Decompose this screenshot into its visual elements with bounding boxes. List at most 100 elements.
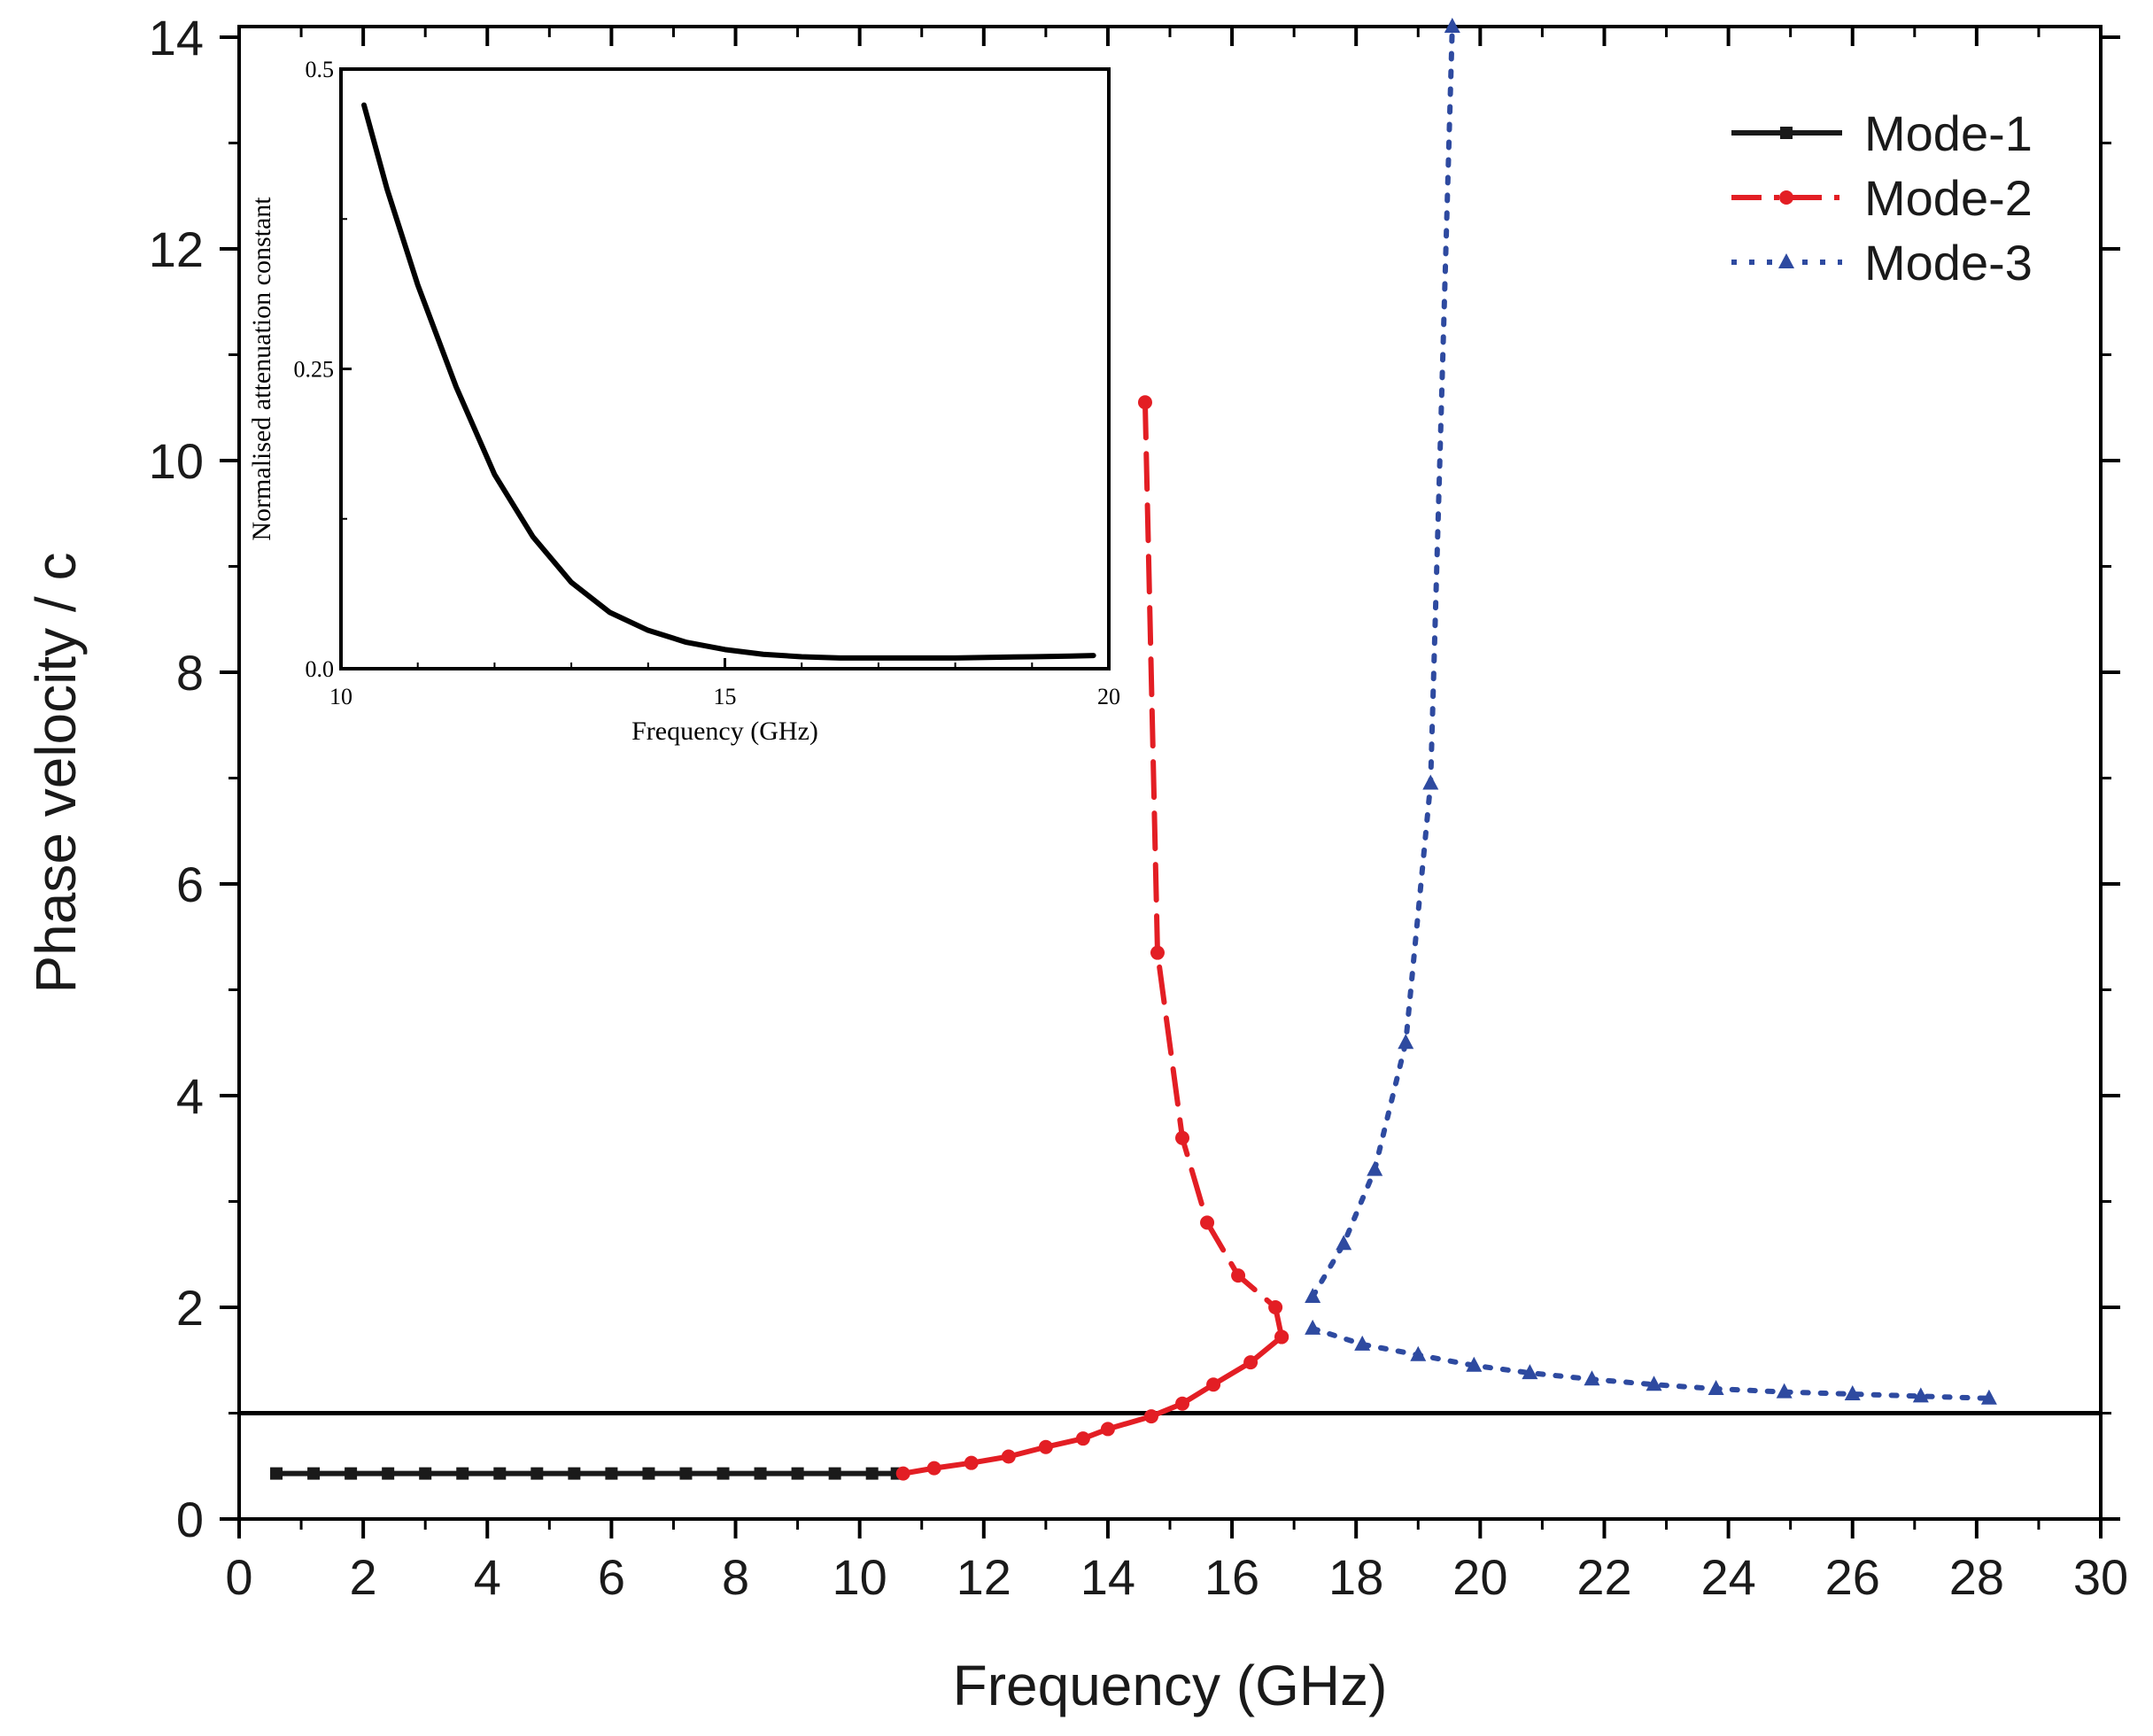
- x-tick-label: 18: [1328, 1549, 1383, 1605]
- main-x-ticks: 0 2 4 6 8 10 12 14 16 18 20 22 24 26 28 30: [225, 27, 2128, 1605]
- inset-series-line: [361, 102, 1096, 661]
- x-tick-label: 24: [1700, 1549, 1755, 1605]
- x-tick-label: 28: [1949, 1549, 2004, 1605]
- marker-triangle: [1422, 774, 1439, 790]
- inset-y-axis-label: Normalised attenuation constant: [247, 197, 276, 541]
- marker-triangle: [1844, 1384, 1861, 1400]
- inset-y-tick-label: 0.5: [306, 57, 335, 82]
- marker-triangle: [1776, 1383, 1793, 1399]
- marker-square: [568, 1467, 581, 1480]
- marker-triangle: [1708, 1380, 1724, 1396]
- x-tick-label: 22: [1576, 1549, 1631, 1605]
- marker-circle: [1779, 190, 1793, 205]
- marker-circle: [1274, 1329, 1289, 1345]
- y-tick-label: 14: [149, 10, 204, 66]
- main-y-ticks: 0 2 4 6 8 10 12 14: [149, 10, 2120, 1547]
- marker-circle: [1001, 1449, 1016, 1464]
- marker-square: [531, 1467, 544, 1480]
- marker-square: [419, 1467, 432, 1480]
- marker-triangle: [1410, 1345, 1427, 1361]
- legend-label: Mode-2: [1864, 170, 2033, 226]
- marker-circle: [1243, 1355, 1258, 1370]
- x-tick-label: 10: [833, 1549, 887, 1605]
- marker-square: [754, 1467, 767, 1480]
- x-tick-label: 20: [1452, 1549, 1507, 1605]
- inset-plot-area: 10 15 20 0.0 0.25 0.5 Frequency (GHz) Normal…: [247, 57, 1120, 746]
- x-tick-label: 26: [1825, 1549, 1880, 1605]
- x-tick-label: 2: [350, 1549, 377, 1605]
- marker-triangle: [1336, 1235, 1352, 1251]
- marker-circle: [1100, 1422, 1115, 1437]
- x-tick-label: 16: [1204, 1549, 1259, 1605]
- series-mode-1: [270, 1467, 903, 1480]
- x-tick-label: 12: [956, 1549, 1011, 1605]
- marker-circle: [1206, 1377, 1221, 1392]
- series-mode-2: [895, 395, 1289, 1481]
- x-tick-label: 0: [225, 1549, 252, 1605]
- marker-circle: [1038, 1439, 1053, 1454]
- inset-y-tick-label: 0.0: [306, 656, 335, 682]
- marker-square: [828, 1467, 841, 1480]
- marker-circle: [895, 1466, 910, 1481]
- marker-circle: [926, 1461, 941, 1476]
- inset-plot-frame: [339, 67, 1111, 670]
- x-tick-label: 6: [598, 1549, 625, 1605]
- marker-triangle: [1305, 1319, 1321, 1335]
- marker-square: [382, 1467, 395, 1480]
- inset-y-tick-label: 0.25: [294, 357, 335, 383]
- series-line-mode-3: [1310, 24, 1455, 1300]
- marker-triangle: [1912, 1387, 1929, 1403]
- x-tick-label: 4: [474, 1549, 501, 1605]
- x-tick-label: 30: [2073, 1549, 2128, 1605]
- inset-y-ticks: 0.0 0.25 0.5: [294, 57, 352, 682]
- marker-triangle: [1305, 1288, 1321, 1304]
- inset-x-axis-label: Frequency (GHz): [631, 717, 818, 746]
- marker-circle: [1175, 1130, 1190, 1145]
- legend-label: Mode-1: [1864, 105, 2033, 161]
- marker-square: [642, 1467, 655, 1480]
- marker-square: [1780, 127, 1793, 139]
- legend-item-mode-3: Mode-3: [1731, 235, 2033, 291]
- marker-square: [716, 1467, 730, 1480]
- y-tick-label: 2: [176, 1280, 204, 1336]
- marker-circle: [1075, 1431, 1090, 1446]
- marker-triangle: [1584, 1370, 1600, 1386]
- marker-square: [605, 1467, 618, 1480]
- y-tick-label: 6: [176, 856, 204, 912]
- marker-circle: [964, 1455, 979, 1470]
- marker-circle: [1175, 1396, 1190, 1411]
- marker-circle: [1231, 1268, 1246, 1283]
- series-mode-3: [1305, 18, 1997, 1405]
- marker-triangle: [1444, 18, 1460, 33]
- marker-circle: [1150, 945, 1165, 960]
- marker-square: [456, 1467, 469, 1480]
- marker-square: [307, 1467, 321, 1480]
- series-line-mode-2: [1142, 399, 1285, 1340]
- marker-triangle: [1646, 1376, 1662, 1391]
- marker-circle: [1143, 1409, 1158, 1424]
- legend-item-mode-1: Mode-1: [1731, 105, 2033, 161]
- marker-triangle: [1522, 1364, 1538, 1380]
- y-tick-label: 10: [149, 433, 204, 489]
- marker-square: [791, 1467, 804, 1480]
- inset-x-tick-label: 10: [329, 684, 352, 709]
- legend: Mode-1 Mode-2 Mode-3: [1731, 105, 2033, 291]
- y-tick-label: 4: [176, 1068, 204, 1124]
- series-line-mode-2: [900, 1334, 1285, 1476]
- marker-circle: [1137, 395, 1152, 410]
- main-series-group: [270, 18, 1997, 1481]
- x-tick-label: 8: [722, 1549, 749, 1605]
- marker-square: [270, 1467, 283, 1480]
- legend-label: Mode-3: [1864, 235, 2033, 291]
- inset-x-tick-label: 15: [714, 684, 737, 709]
- inset-x-tick-label: 20: [1097, 684, 1120, 709]
- inset-x-ticks: 10 15 20: [329, 658, 1120, 709]
- main-x-axis-label: Frequency (GHz): [953, 1654, 1388, 1717]
- y-tick-label: 8: [176, 645, 204, 701]
- series-line-mode-3: [1310, 1325, 1992, 1401]
- marker-circle: [1200, 1215, 1215, 1230]
- legend-item-mode-2: Mode-2: [1731, 170, 2033, 226]
- marker-triangle: [1367, 1160, 1383, 1176]
- marker-square: [679, 1467, 693, 1480]
